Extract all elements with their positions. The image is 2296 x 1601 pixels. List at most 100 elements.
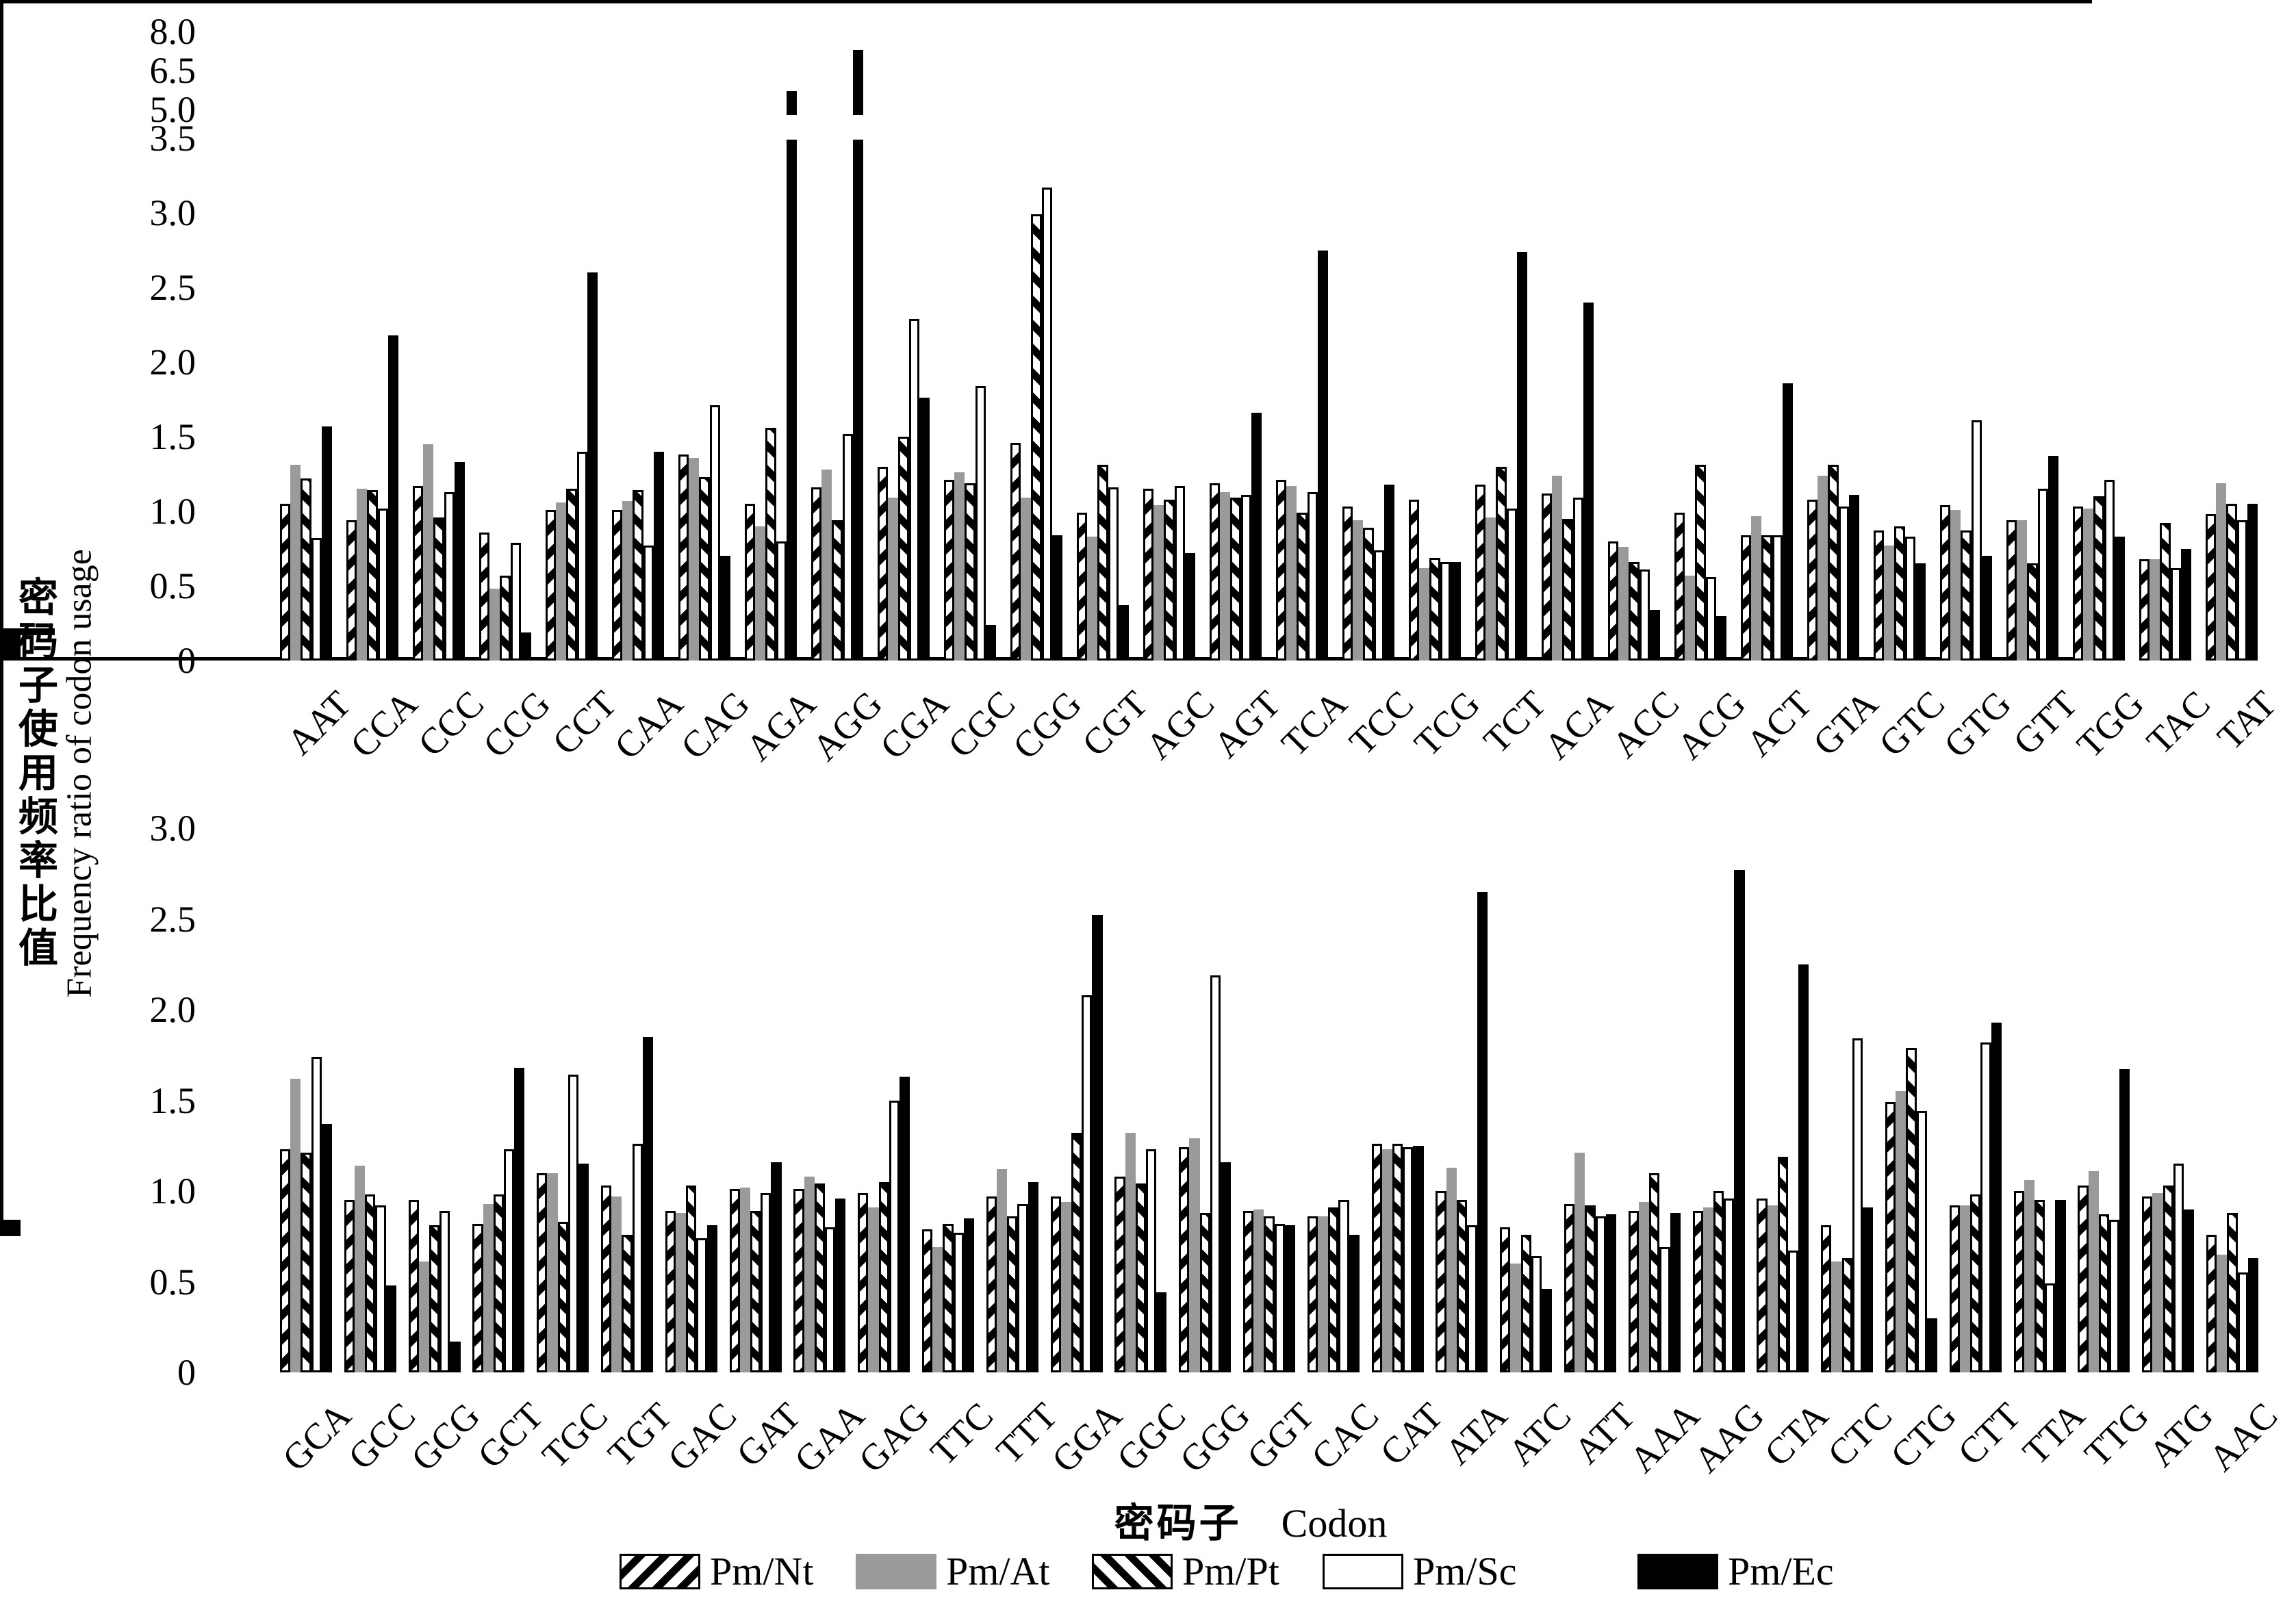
bar-GAC-Pm-Pt [686,1186,697,1372]
bar-GTG-Pm-Sc [1971,420,1982,661]
bar-GCC-Pm-At [355,1165,366,1372]
bar-CAG-Pm-Sc [709,405,720,661]
bar-ACA-Pm-Ec [1583,302,1594,661]
bar-TTG-Pm-Sc [2109,1220,2120,1372]
bar-TGT-Pm-At [611,1196,622,1372]
bar-CGG-Pm-Nt [1010,442,1021,661]
bar-GAG-Pm-Sc [889,1100,900,1372]
bar-CGT-Pm-Ec [1118,605,1129,661]
top-y-axis-lower [0,99,3,628]
bar-GGG-Pm-Sc [1210,975,1221,1372]
category-label-TGT: TGT [600,1394,680,1475]
bar-TCT-Pm-Nt [1475,484,1486,661]
bar-TGC-Pm-Ec [578,1164,589,1372]
bar-CTA-Pm-Ec [1798,964,1809,1372]
bar-ACT-Pm-Ec [1782,383,1793,661]
bar-TTT-Pm-Nt [986,1196,997,1372]
bar-TCG-Pm-Ec [1450,562,1461,661]
bar-AGA-Pm-Ec-cap [786,91,797,115]
bar-AGT-Pm-Sc [1240,495,1251,661]
bar-GCC-Pm-Sc [375,1205,386,1372]
bar-CTC-Pm-Sc [1852,1038,1863,1372]
top-y-tick-label: 0.5 [149,565,196,606]
legend-label-pm-pt: Pm/Pt [1182,1549,1279,1593]
bar-AGA-Pm-Ec-lower [786,140,797,661]
legend-item-pm-sc: Pm/Sc [1323,1548,1517,1594]
bar-AGG-Pm-Sc [842,433,853,661]
category-label-CTA: CTA [1756,1394,1836,1474]
category-label-GCC: GCC [340,1394,423,1478]
bar-TCC-Pm-Nt [1342,507,1353,661]
bar-TGG-Pm-Nt [2073,507,2084,661]
bar-AGC-Pm-Sc [1174,485,1185,661]
bar-CCT-Pm-Ec [587,272,598,661]
category-label-GAT: GAT [728,1394,808,1475]
bar-CTG-Pm-Ec [1926,1318,1937,1372]
bar-CAT-Pm-Pt [1392,1144,1403,1372]
bar-ATT-Pm-Ec [1605,1214,1616,1372]
bar-CCC-Pm-Pt [433,517,444,661]
bar-GTT-Pm-At [2017,520,2028,661]
bar-CCG-Pm-Ec [520,632,531,661]
bar-TTA-Pm-Nt [2013,1191,2024,1372]
legend-swatch-pm-nt [620,1553,700,1589]
bar-CGC-Pm-Ec [985,624,996,661]
bar-ACC-Pm-Nt [1608,541,1619,661]
bar-GGT-Pm-Pt [1264,1216,1275,1372]
bar-GAC-Pm-Sc [696,1238,707,1372]
category-label-CTG: CTG [1883,1394,1965,1476]
bottom-y-tick [0,1231,21,1233]
bar-GGT-Pm-Sc [1274,1223,1285,1372]
bar-ATA-Pm-At [1446,1167,1457,1372]
bar-CTA-Pm-At [1767,1205,1778,1372]
bar-GCT-Pm-Nt [472,1223,483,1372]
bar-TTT-Pm-Ec [1028,1181,1038,1372]
bar-ATT-Pm-Sc [1595,1216,1606,1372]
bar-CGT-Pm-Pt [1097,465,1108,661]
bar-ACA-Pm-Nt [1542,493,1553,661]
category-label-GAA: GAA [787,1394,873,1481]
bar-ACG-Pm-Sc [1705,576,1716,661]
bar-CAC-Pm-Pt [1328,1207,1339,1372]
bar-GTC-Pm-Sc [1904,537,1915,661]
bar-TTG-Pm-Pt [2098,1214,2109,1372]
bar-GCG-Pm-Ec [450,1341,461,1372]
bar-CTG-Pm-Pt [1906,1047,1917,1372]
bar-TTA-Pm-At [2024,1180,2034,1372]
bar-CAC-Pm-Ec [1349,1234,1360,1372]
category-label-TTA: TTA [2015,1394,2093,1473]
bar-TGG-Pm-Sc [2104,480,2115,661]
bar-CGT-Pm-At [1087,537,1098,661]
category-label-GGC: GGC [1109,1394,1194,1479]
bar-GAT-Pm-Ec [771,1162,782,1372]
bar-TGC-Pm-Sc [567,1075,578,1372]
bar-TTT-Pm-Sc [1017,1203,1028,1372]
bar-GTA-Pm-Ec [1848,495,1859,661]
bar-ACT-Pm-Nt [1741,535,1752,661]
bar-CCC-Pm-Nt [413,485,424,661]
bar-GCT-Pm-Ec [514,1067,525,1372]
bar-ACT-Pm-At [1751,515,1762,661]
bottom-y-tick-label: 1.0 [149,1170,196,1212]
bar-ATC-Pm-Pt [1520,1234,1531,1372]
bottom-y-tick [0,1233,21,1236]
bar-TCA-Pm-Ec [1317,250,1328,661]
category-label-GGT: GGT [1239,1394,1323,1478]
category-label-GCA: GCA [275,1394,359,1479]
bar-GTA-Pm-Pt [1828,465,1839,661]
top-y-tick-label: 1.0 [149,491,196,532]
bar-ACA-Pm-Sc [1572,498,1583,661]
category-label-ATA: ATA [1436,1394,1515,1473]
bar-AGT-Pm-At [1220,491,1231,661]
bar-GCC-Pm-Pt [365,1194,376,1372]
bar-GCG-Pm-Nt [408,1200,419,1372]
bar-GAT-Pm-At [739,1187,750,1372]
bar-TTC-Pm-Sc [953,1232,964,1372]
bar-GTT-Pm-Sc [2037,489,2048,661]
bar-CCC-Pm-At [423,444,434,661]
bar-GAG-Pm-At [868,1207,879,1372]
bar-TCA-Pm-At [1286,485,1297,661]
bar-GAG-Pm-Ec [900,1077,910,1372]
bar-ATC-Pm-At [1510,1264,1521,1372]
bar-CAC-Pm-At [1318,1216,1329,1372]
